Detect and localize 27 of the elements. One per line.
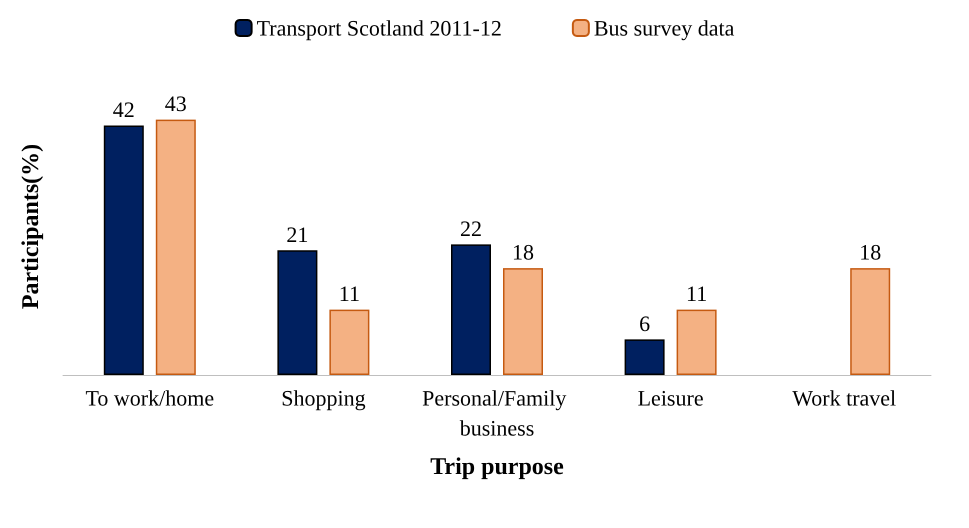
bar (676, 310, 717, 375)
bar (329, 310, 370, 375)
data-label: 43 (164, 91, 187, 116)
bar (850, 268, 890, 375)
data-label: 11 (338, 281, 360, 306)
bar (503, 268, 543, 375)
x-tick-label: Work travel (792, 386, 896, 410)
bar (624, 339, 665, 375)
x-axis-title: Trip purpose (430, 454, 564, 480)
bar (156, 120, 196, 375)
x-tick-label: Personal/Family business (422, 386, 572, 440)
legend-label: Transport Scotland 2011-12 (256, 16, 502, 40)
data-label: 21 (286, 222, 308, 247)
bar (451, 244, 491, 375)
bar (104, 126, 144, 375)
data-label: 18 (512, 240, 534, 265)
data-label: 22 (460, 216, 482, 241)
data-label: 42 (112, 97, 135, 122)
x-tick-label: To work/home (85, 386, 214, 410)
data-label: 6 (639, 310, 650, 336)
bar (277, 250, 318, 375)
x-tick-label: Shopping (281, 386, 366, 410)
legend-label: Bus survey data (594, 16, 735, 40)
y-axis-title: Participants(%) (18, 144, 44, 310)
data-label: 18 (859, 240, 882, 265)
x-tick-label: Leisure (638, 386, 704, 410)
data-label: 11 (686, 281, 708, 306)
